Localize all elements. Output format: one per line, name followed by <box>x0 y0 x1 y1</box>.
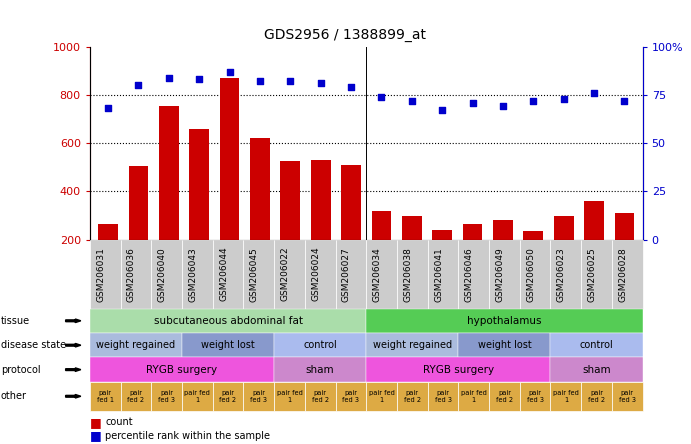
Point <box>133 82 144 89</box>
Point <box>102 105 113 112</box>
Text: GSM206046: GSM206046 <box>465 247 474 301</box>
Text: ■: ■ <box>90 429 102 442</box>
Point <box>224 68 235 75</box>
Text: pair fed
1: pair fed 1 <box>184 390 210 403</box>
Text: weight lost: weight lost <box>477 340 531 350</box>
Text: GSM206050: GSM206050 <box>526 247 535 301</box>
Text: GSM206038: GSM206038 <box>404 247 413 301</box>
Text: pair fed
1: pair fed 1 <box>553 390 579 403</box>
Text: subcutaneous abdominal fat: subcutaneous abdominal fat <box>153 316 303 326</box>
Point <box>467 99 478 106</box>
Text: pair
fed 3: pair fed 3 <box>342 390 359 403</box>
Text: GSM206028: GSM206028 <box>618 247 627 301</box>
Bar <box>98 224 118 288</box>
Text: pair
fed 2: pair fed 2 <box>220 390 236 403</box>
Bar <box>584 201 604 288</box>
Text: GSM206043: GSM206043 <box>189 247 198 301</box>
Point <box>437 107 448 114</box>
Point <box>406 97 417 104</box>
Text: sham: sham <box>306 365 334 375</box>
Bar <box>523 231 543 288</box>
Bar <box>463 224 482 288</box>
Bar <box>553 216 574 288</box>
Text: control: control <box>303 340 337 350</box>
Text: GSM206023: GSM206023 <box>557 247 566 301</box>
Bar <box>129 166 149 288</box>
Text: RYGB surgery: RYGB surgery <box>146 365 218 375</box>
Bar <box>189 129 209 288</box>
Text: pair
fed 3: pair fed 3 <box>527 390 544 403</box>
Text: GSM206045: GSM206045 <box>249 247 258 301</box>
Text: pair
fed 3: pair fed 3 <box>250 390 267 403</box>
Point <box>285 78 296 85</box>
Bar <box>614 213 634 288</box>
Text: weight lost: weight lost <box>201 340 255 350</box>
Text: pair
fed 2: pair fed 2 <box>496 390 513 403</box>
Text: GSM206024: GSM206024 <box>311 247 320 301</box>
Text: tissue: tissue <box>1 316 30 326</box>
Text: GSM206034: GSM206034 <box>372 247 381 301</box>
Point <box>558 95 569 102</box>
Text: control: control <box>580 340 614 350</box>
Text: protocol: protocol <box>1 365 40 375</box>
Text: GSM206031: GSM206031 <box>96 247 105 301</box>
Text: ■: ■ <box>90 416 102 429</box>
Bar <box>311 160 330 288</box>
Text: GSM206027: GSM206027 <box>342 247 351 301</box>
Point <box>376 93 387 100</box>
Text: GDS2956 / 1388899_at: GDS2956 / 1388899_at <box>265 28 426 42</box>
Bar <box>433 230 452 288</box>
Text: pair
fed 2: pair fed 2 <box>588 390 605 403</box>
Text: GSM206041: GSM206041 <box>434 247 443 301</box>
Text: RYGB surgery: RYGB surgery <box>423 365 494 375</box>
Text: pair
fed 3: pair fed 3 <box>435 390 451 403</box>
Text: GSM206036: GSM206036 <box>127 247 136 301</box>
Point <box>589 89 600 96</box>
Bar <box>250 139 269 288</box>
Text: GSM206022: GSM206022 <box>281 247 290 301</box>
Text: pair fed
1: pair fed 1 <box>461 390 486 403</box>
Text: pair
fed 3: pair fed 3 <box>618 390 636 403</box>
Text: pair
fed 1: pair fed 1 <box>97 390 114 403</box>
Text: GSM206044: GSM206044 <box>219 247 228 301</box>
Text: pair
fed 2: pair fed 2 <box>404 390 421 403</box>
Bar <box>341 165 361 288</box>
Text: hypothalamus: hypothalamus <box>467 316 542 326</box>
Bar <box>220 78 239 288</box>
Text: weight regained: weight regained <box>96 340 176 350</box>
Text: weight regained: weight regained <box>372 340 452 350</box>
Point <box>193 76 205 83</box>
Bar <box>159 106 179 288</box>
Point <box>528 97 539 104</box>
Text: GSM206049: GSM206049 <box>495 247 504 301</box>
Point <box>254 78 265 85</box>
Text: percentile rank within the sample: percentile rank within the sample <box>105 431 270 441</box>
Point <box>163 74 174 81</box>
Point <box>346 83 357 91</box>
Text: disease state: disease state <box>1 340 66 350</box>
Point <box>619 97 630 104</box>
Point <box>315 80 326 87</box>
Text: pair
fed 2: pair fed 2 <box>312 390 329 403</box>
Text: other: other <box>1 391 27 401</box>
Text: pair fed
1: pair fed 1 <box>276 390 303 403</box>
Text: count: count <box>105 417 133 428</box>
Point <box>498 103 509 110</box>
Bar <box>493 221 513 288</box>
Bar <box>402 216 422 288</box>
Bar <box>281 161 300 288</box>
Text: pair
fed 3: pair fed 3 <box>158 390 175 403</box>
Text: GSM206025: GSM206025 <box>587 247 596 301</box>
Text: GSM206040: GSM206040 <box>158 247 167 301</box>
Bar <box>372 211 391 288</box>
Text: sham: sham <box>583 365 611 375</box>
Text: pair fed
1: pair fed 1 <box>368 390 395 403</box>
Text: pair
fed 2: pair fed 2 <box>127 390 144 403</box>
